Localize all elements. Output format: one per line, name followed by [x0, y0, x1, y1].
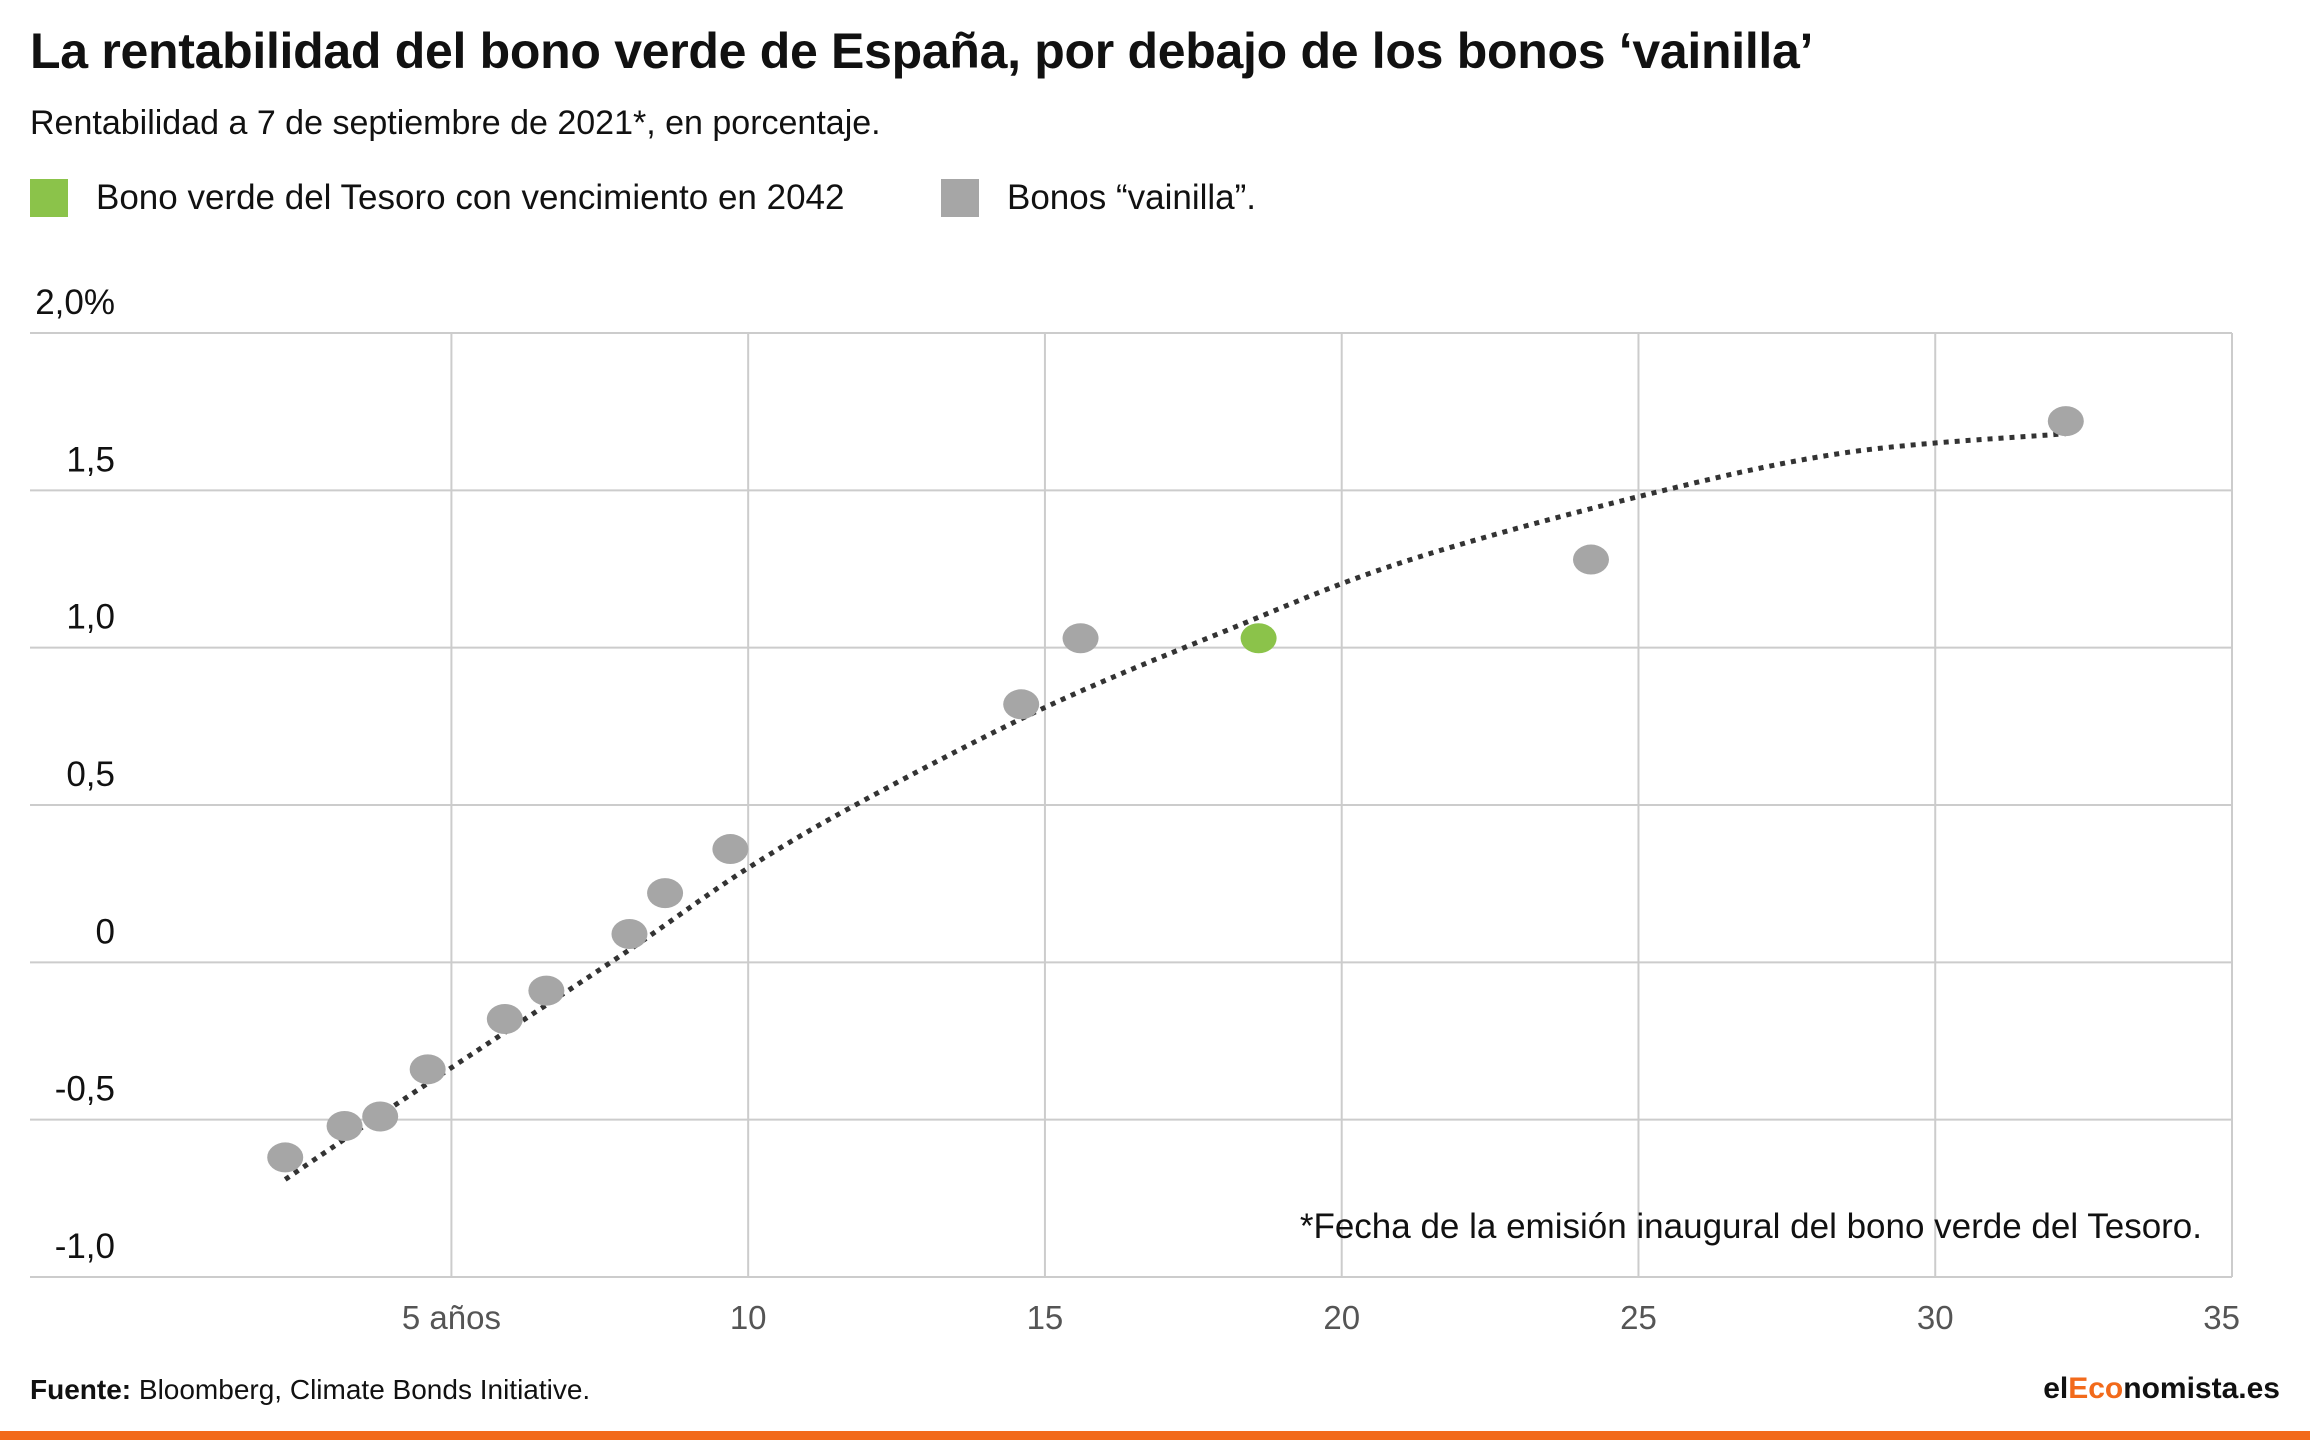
- bottom-accent-bar: [0, 1431, 2310, 1440]
- chart-title: La rentabilidad del bono verde de España…: [30, 23, 1814, 79]
- legend-swatch-grey: [941, 179, 979, 217]
- green-bond-point[interactable]: [1240, 623, 1277, 654]
- legend-label-green: Bono verde del Tesoro con vencimiento en…: [96, 178, 845, 217]
- y-tick-label: 0,5: [66, 755, 115, 794]
- y-tick-label: 2,0%: [35, 283, 115, 322]
- vanilla-bond-point[interactable]: [362, 1101, 399, 1132]
- x-tick-label: 5 años: [402, 1299, 501, 1336]
- vanilla-bond-point[interactable]: [1062, 623, 1099, 654]
- y-tick-label: -1,0: [55, 1227, 115, 1266]
- brand-accent: Eco: [2068, 1372, 2124, 1405]
- chart-annotation: *Fecha de la emisión inaugural del bono …: [1300, 1207, 2202, 1246]
- y-tick-label: 0: [96, 912, 115, 951]
- vanilla-bond-point[interactable]: [647, 878, 684, 909]
- y-tick-label: -0,5: [55, 1070, 115, 1109]
- vanilla-bond-point[interactable]: [409, 1054, 446, 1085]
- legend-label-grey: Bonos “vainilla”.: [1007, 178, 1256, 217]
- vanilla-bond-point[interactable]: [611, 919, 648, 950]
- grid-layer: [30, 332, 2233, 1278]
- x-tick-label: 35: [2203, 1299, 2240, 1336]
- vanilla-bond-point[interactable]: [267, 1142, 304, 1173]
- vanilla-bond-point[interactable]: [486, 1003, 523, 1034]
- x-tick-label: 20: [1323, 1299, 1360, 1336]
- legend-item-grey: Bonos “vainilla”.: [941, 178, 1256, 218]
- x-tick-label: 25: [1620, 1299, 1657, 1336]
- vanilla-bond-point[interactable]: [712, 834, 749, 865]
- x-tick-label: 15: [1027, 1299, 1064, 1336]
- vanilla-bond-point[interactable]: [1003, 689, 1040, 720]
- y-tick-label: 1,0: [66, 598, 115, 637]
- x-tick-label: 30: [1917, 1299, 1954, 1336]
- source-label: Fuente:: [30, 1374, 132, 1405]
- legend-swatch-green: [30, 179, 68, 217]
- source-text: Bloomberg, Climate Bonds Initiative.: [138, 1374, 591, 1405]
- source-note: Fuente: Bloomberg, Climate Bonds Initiat…: [30, 1374, 590, 1406]
- vanilla-bond-point[interactable]: [528, 975, 565, 1006]
- x-tick-label: 10: [730, 1299, 767, 1336]
- vanilla-bond-point[interactable]: [326, 1110, 363, 1141]
- brand-prefix: el: [2043, 1372, 2069, 1405]
- brand-suffix: nomista.es: [2123, 1372, 2280, 1405]
- chart-subtitle: Rentabilidad a 7 de septiembre de 2021*,…: [30, 104, 881, 142]
- vanilla-bond-point[interactable]: [1572, 544, 1609, 575]
- brand-logo[interactable]: elEconomista.es: [2043, 1372, 2280, 1406]
- data-points: [267, 406, 2084, 1173]
- trend-line: [283, 431, 2067, 1182]
- axis-labels: 2,0% 1,5 1,0 0,5 0 -0,5 -1,0 5 años 10 15 20 25 30 35: [35, 283, 2240, 1336]
- vanilla-bond-point[interactable]: [2047, 406, 2084, 437]
- legend-item-green: Bono verde del Tesoro con vencimiento en…: [30, 178, 844, 218]
- y-tick-label: 1,5: [66, 440, 115, 479]
